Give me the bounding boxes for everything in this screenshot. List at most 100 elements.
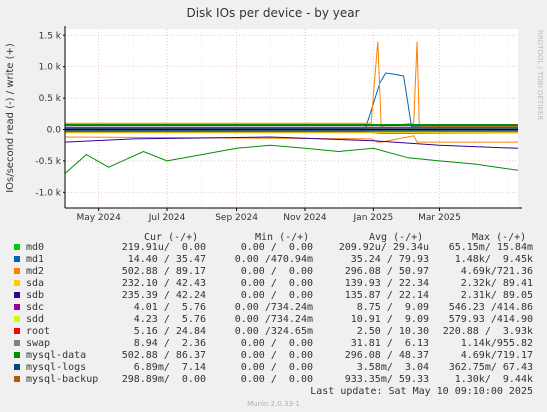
legend-swatch (14, 244, 20, 250)
munin-version: Munin 2.0.33-1 (247, 400, 300, 408)
legend-value-avg: 139.93 / 22.34 (344, 278, 429, 289)
series-line-md1-write (65, 72, 518, 129)
y-tick-label: -0.5 k (35, 157, 61, 167)
legend-value-min: 0.00 / 0.00 (240, 266, 313, 277)
x-tick-label: Jan 2025 (353, 213, 394, 223)
legend-header-cur: Cur (-/+) (144, 232, 199, 243)
legend-swatch (14, 304, 20, 310)
x-tick-label: Mar 2025 (418, 213, 461, 223)
legend-value-avg: 933.35m/ 59.33 (344, 374, 429, 385)
legend-value-max: 65.15m/ 15.84m (448, 242, 533, 253)
legend-value-min: 0.00 / 0.00 (240, 350, 313, 361)
legend-name: md2 (26, 266, 45, 277)
legend-row: md1 14.40 / 35.47 0.00 /470.94m 35.24 / 79.… (14, 254, 544, 266)
legend-value-max: 362.75m/ 67.43 (448, 362, 533, 373)
legend-value-avg: 296.08 / 48.37 (344, 350, 429, 361)
legend-swatch (14, 340, 20, 346)
legend-value-min: 0.00 /470.94m (234, 254, 313, 265)
series-line-sdb-read (64, 136, 519, 149)
legend-value-min: 0.00 / 0.00 (240, 374, 313, 385)
legend-name: mysql-backup (26, 374, 99, 385)
legend-row: md0 219.91u/ 0.00 0.00 / 0.00 209.92u/ 29.3… (14, 242, 544, 254)
legend-value-max: 4.69k/721.36 (460, 266, 533, 277)
legend-swatch (14, 256, 20, 262)
legend-swatch (14, 352, 20, 358)
y-tick-label: 1.0 k (39, 63, 62, 73)
legend-row: sdd 4.23 / 5.76 0.00 /734.24m 10.91 / 9.09 5… (14, 314, 544, 326)
x-tick-label: Nov 2024 (283, 213, 327, 223)
legend-value-min: 0.00 / 0.00 (240, 242, 313, 253)
legend-value-avg: 135.87 / 22.14 (344, 290, 429, 301)
legend-value-min: 0.00 /734.24m (234, 302, 313, 313)
legend-value-avg: 31.81 / 6.13 (350, 338, 429, 349)
legend-value-avg: 296.08 / 50.97 (344, 266, 429, 277)
legend-value-avg: 10.91 / 9.09 (350, 314, 429, 325)
legend-value-min: 0.00 /324.65m (234, 326, 313, 337)
legend-value-avg: 8.75 / 9.09 (356, 302, 429, 313)
legend-value-min: 0.00 / 0.00 (240, 338, 313, 349)
legend-name: swap (26, 338, 51, 349)
legend-value-cur: 14.40 / 35.47 (127, 254, 206, 265)
legend-value-cur: 235.39 / 42.24 (121, 290, 206, 301)
legend-value-max: 220.88 / 3.93k (442, 326, 533, 337)
legend-value-max: 4.69k/719.17 (460, 350, 533, 361)
legend-value-max: 2.32k/ 89.41 (460, 278, 533, 289)
legend-name: mysql-logs (26, 362, 87, 373)
legend-value-max: 2.31k/ 89.05 (460, 290, 533, 301)
y-tick-label: 0.5 k (39, 94, 62, 104)
legend-value-cur: 5.16 / 24.84 (133, 326, 206, 337)
legend-row: mysql-data 502.88 / 86.37 0.00 / 0.00 296.0… (14, 350, 544, 362)
series-line-mysql-data-read (64, 144, 519, 174)
legend-value-cur: 298.89m/ 0.00 (121, 374, 206, 385)
axes: 1.5 k 1.0 k 0.5 k 0.0 -0.5 k -1.0 k May 2024 Ju… (35, 26, 522, 223)
legend-row: mysql-logs 6.89m/ 7.14 0.00 / 0.00 3.58m/ 3… (14, 362, 544, 374)
legend-value-min: 0.00 / 0.00 (240, 278, 313, 289)
legend-value-max: 579.93 /414.90 (448, 314, 533, 325)
legend-value-max: 546.23 /414.86 (448, 302, 533, 313)
y-tick-label: 1.5 k (39, 31, 62, 41)
legend-value-cur: 232.10 / 42.43 (121, 278, 206, 289)
legend-swatch (14, 316, 20, 322)
y-axis-label: IOs/second read (-) / write (+) (5, 43, 16, 193)
x-tick-label: Sep 2024 (215, 213, 258, 223)
legend-row: mysql-backup 298.89m/ 0.00 0.00 / 0.00 933.… (14, 374, 544, 386)
legend-row: swap 8.94 / 2.36 0.00 / 0.00 31.81 / 6.13 1.… (14, 338, 544, 350)
legend-name: sda (26, 278, 45, 289)
legend-name: root (26, 326, 51, 337)
chart-title: Disk IOs per device - by year (186, 6, 359, 20)
legend-swatch (14, 376, 20, 382)
legend-row: md2 502.88 / 89.17 0.00 / 0.00 296.08 / 50.… (14, 266, 544, 278)
legend-swatch (14, 268, 20, 274)
legend-swatch (14, 364, 20, 370)
legend-value-min: 0.00 /734.24m (234, 314, 313, 325)
watermark: RRDTOOL / TOBI OETIKER (536, 30, 544, 120)
legend-value-max: 1.14k/955.82 (460, 338, 533, 349)
legend-name: sdc (26, 302, 45, 313)
legend-value-cur: 4.23 / 5.76 (133, 314, 206, 325)
legend-name: sdd (26, 314, 45, 325)
legend-name: sdb (26, 290, 45, 301)
legend-row: sdb 235.39 / 42.24 0.00 / 0.00 135.87 / 22.… (14, 290, 544, 302)
legend-value-min: 0.00 / 0.00 (240, 362, 313, 373)
legend-value-cur: 4.01 / 5.76 (133, 302, 206, 313)
legend-name: md1 (26, 254, 45, 265)
series-line-md2-read (64, 135, 518, 143)
legend-value-cur: 6.89m/ 7.14 (133, 362, 206, 373)
x-tick-label: May 2024 (76, 213, 121, 223)
legend-value-avg: 35.24 / 79.93 (350, 254, 429, 265)
legend-value-avg: 2.50 / 10.30 (356, 326, 429, 337)
legend-header-max: Max (-/+) (472, 232, 527, 243)
legend-value-cur: 502.88 / 89.17 (121, 266, 206, 277)
legend-value-cur: 8.94 / 2.36 (133, 338, 206, 349)
last-update: Last update: Sat May 10 09:10:00 2025 (310, 386, 533, 397)
y-tick-label: -1.0 k (35, 188, 61, 198)
legend-value-cur: 219.91u/ 0.00 (121, 242, 206, 253)
chart: Disk IOs per device - by year IOs/second… (5, 6, 544, 223)
legend-value-max: 1.30k/ 9.44k (454, 374, 533, 385)
x-tick-label: Jul 2024 (148, 213, 186, 223)
legend-swatch (14, 328, 20, 334)
legend-name: md0 (26, 242, 45, 253)
legend-header-min: Min (-/+) (255, 232, 310, 243)
legend-value-min: 0.00 / 0.00 (240, 290, 313, 301)
legend-header-avg: Avg (-/+) (369, 232, 424, 243)
